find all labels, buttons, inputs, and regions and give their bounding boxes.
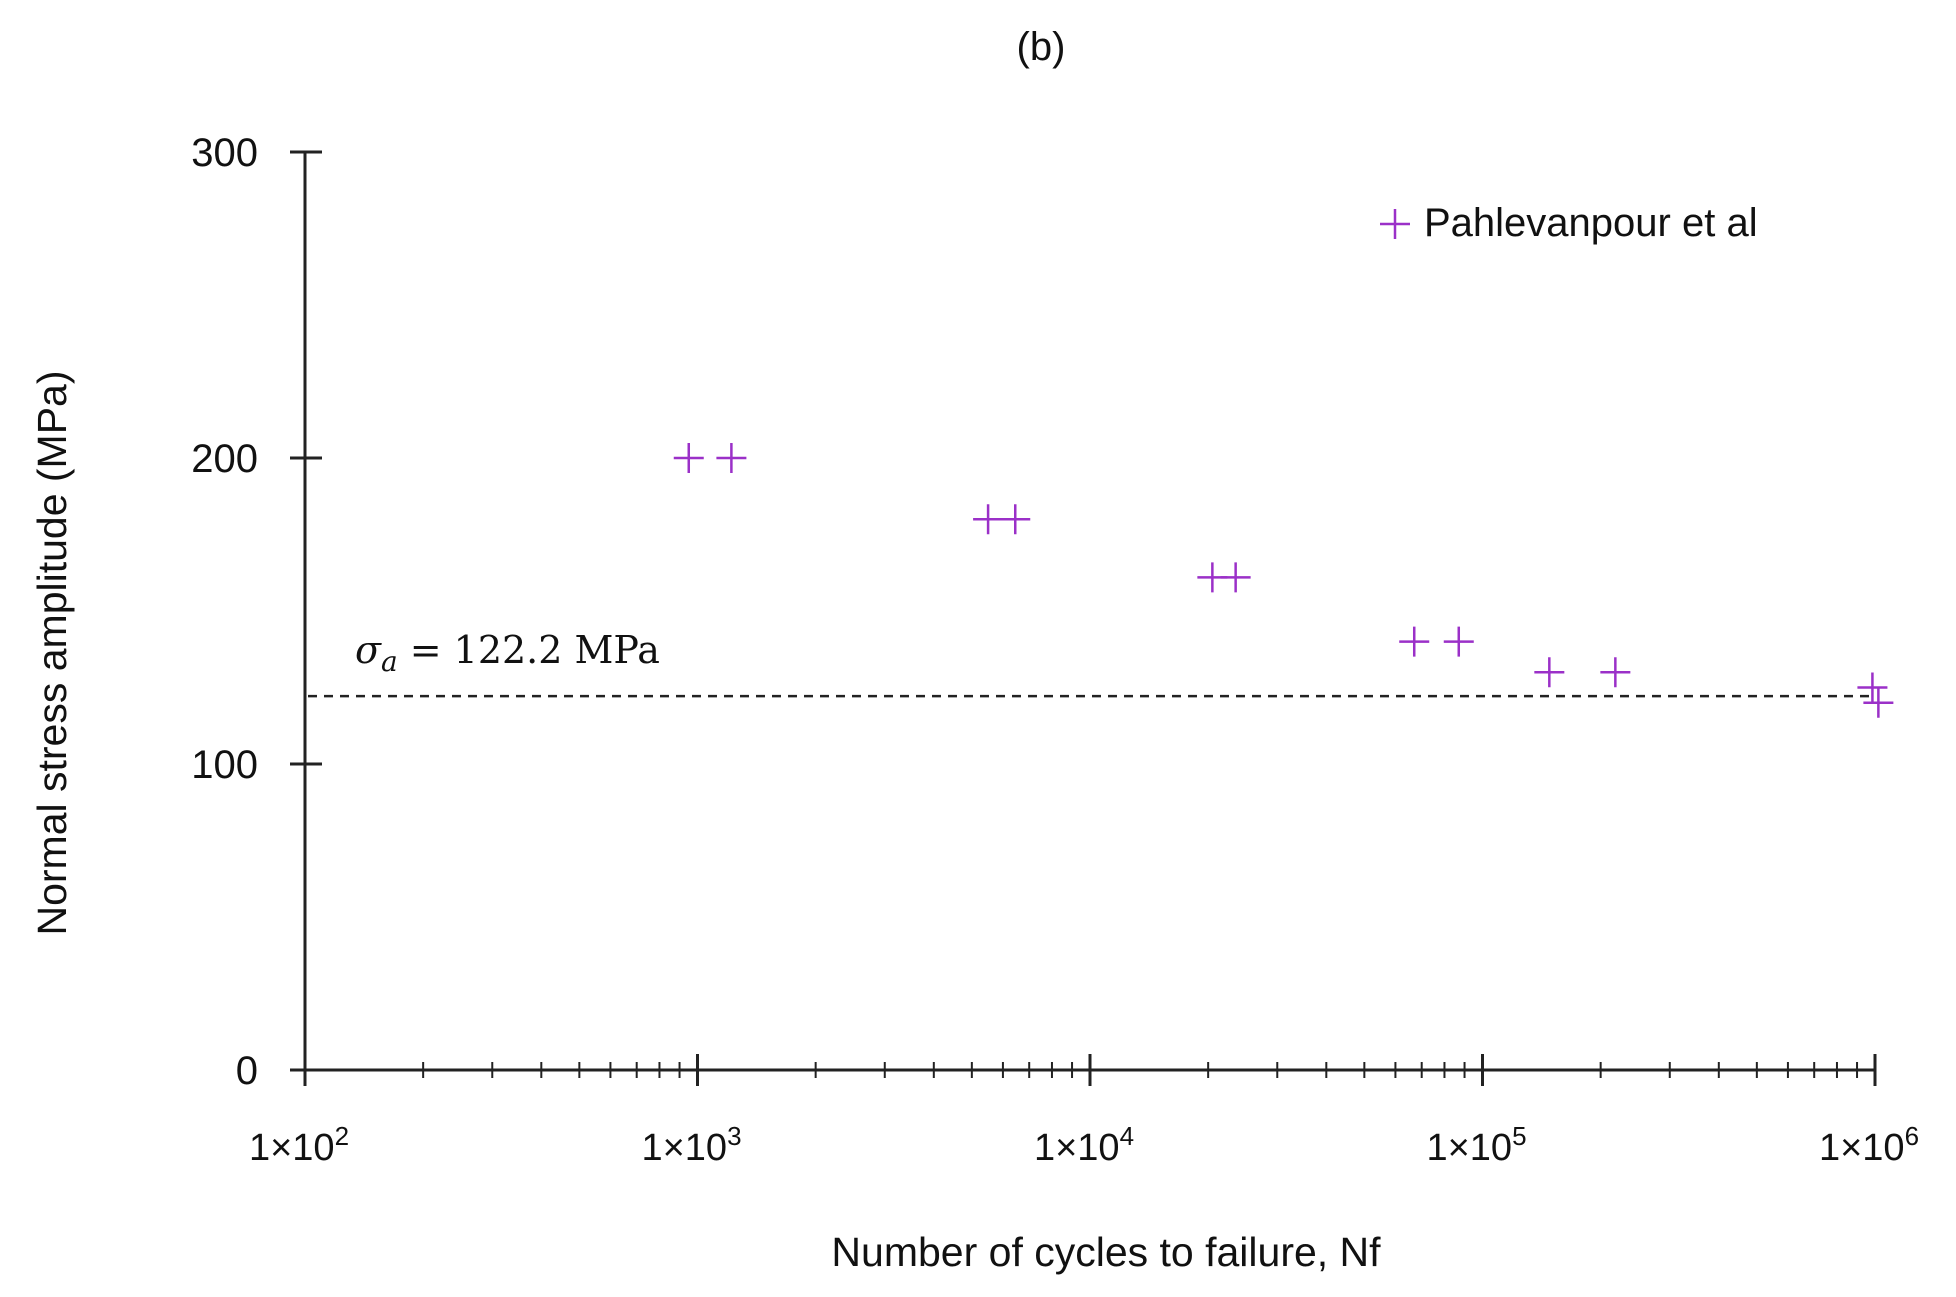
data-point [673, 443, 704, 473]
data-points [673, 443, 1894, 718]
x-tick-label-base: 1×10 [1034, 1127, 1120, 1169]
data-point [1220, 562, 1251, 593]
data-point [1399, 626, 1430, 657]
reference-label-value: = 122.2 MPa [398, 628, 660, 672]
data-point [716, 443, 747, 473]
y-tick-label: 200 [191, 437, 258, 481]
data-point [1857, 672, 1888, 703]
x-tick-label-exponent: 4 [1120, 1121, 1134, 1151]
x-ticks: 1×102 1×103 1×104 1×105 1×106 [249, 1054, 1919, 1169]
data-point [1863, 687, 1894, 718]
data-point [1600, 657, 1631, 688]
data-point [973, 504, 1004, 535]
x-tick-label-exponent: 6 [1905, 1121, 1919, 1151]
data-point [1534, 657, 1565, 688]
chart-title: (b) [1017, 25, 1066, 69]
x-tick-label: 1×104 [1034, 1121, 1134, 1169]
y-tick-label: 0 [236, 1049, 258, 1093]
legend-label: Pahlevanpour et al [1424, 201, 1758, 245]
data-point [1000, 504, 1031, 535]
y-tick-label: 100 [191, 743, 258, 787]
x-tick-label-exponent: 5 [1512, 1121, 1526, 1151]
x-tick-label: 1×103 [641, 1121, 741, 1169]
x-tick-label: 1×106 [1819, 1121, 1919, 1169]
x-tick-label-base: 1×10 [1819, 1127, 1905, 1169]
legend-marker [1380, 209, 1410, 239]
y-axis-label: Normal stress amplitude (MPa) [29, 370, 75, 935]
x-tick-label: 1×105 [1426, 1121, 1526, 1169]
reference-label-subscript: a [381, 645, 398, 678]
data-point [1443, 626, 1474, 657]
y-ticks: 0 100 200 300 [191, 131, 322, 1093]
reference-line-label: σa = 122.2 MPa [355, 628, 660, 678]
x-tick-label-exponent: 3 [727, 1121, 741, 1151]
x-tick-label-base: 1×10 [641, 1127, 727, 1169]
x-tick-label-base: 1×10 [1426, 1127, 1512, 1169]
legend: Pahlevanpour et al [1380, 201, 1758, 245]
x-tick-label: 1×102 [249, 1121, 349, 1169]
reference-label-symbol: σ [355, 628, 382, 672]
x-tick-label-base: 1×10 [249, 1127, 335, 1169]
x-axis-label: Number of cycles to failure, Nf [831, 1229, 1381, 1275]
x-tick-label-exponent: 2 [335, 1121, 349, 1151]
y-tick-label: 300 [191, 131, 258, 175]
